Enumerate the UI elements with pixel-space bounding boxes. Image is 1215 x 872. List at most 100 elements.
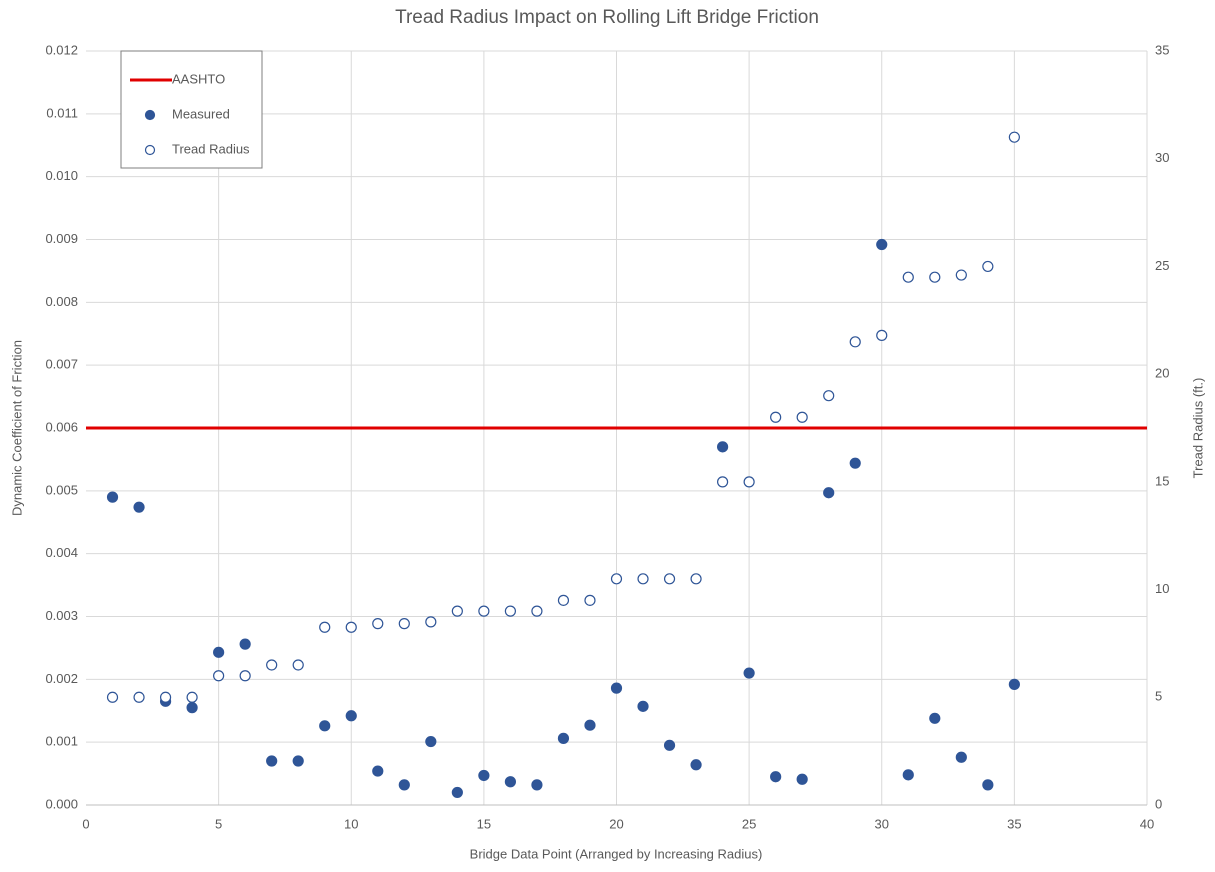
point (982, 260, 994, 273)
legend-swatch (144, 109, 156, 121)
x-axis-label: Bridge Data Point (Arranged by Increasin… (470, 846, 763, 861)
point (372, 618, 384, 630)
x-tick-label: 10 (344, 816, 358, 831)
point (292, 755, 304, 767)
point (637, 573, 649, 585)
point (637, 700, 649, 712)
point (770, 411, 782, 423)
point (478, 605, 490, 617)
point (1008, 131, 1020, 143)
y-axis-label: Dynamic Coefficient of Friction (9, 340, 24, 516)
point (663, 739, 676, 751)
point (266, 755, 278, 767)
x-tick-label: 40 (1140, 816, 1154, 831)
point (531, 779, 543, 791)
point (106, 691, 119, 703)
point (319, 720, 331, 732)
point (451, 786, 463, 799)
point (849, 336, 861, 348)
y-tick-label: 0.009 (45, 231, 78, 246)
point (239, 638, 251, 650)
point (716, 476, 729, 488)
point (345, 621, 357, 633)
point (213, 646, 225, 658)
y2-tick-label: 15 (1155, 473, 1169, 488)
point (929, 271, 941, 283)
point (823, 390, 835, 402)
point (398, 618, 410, 630)
point (133, 691, 145, 703)
y2-tick-label: 25 (1155, 258, 1169, 273)
point (849, 457, 861, 469)
point (186, 691, 198, 703)
point (690, 759, 702, 771)
point (663, 573, 676, 585)
x-tick-label: 35 (1007, 816, 1021, 831)
y-tick-label: 0.002 (45, 671, 78, 686)
y-tick-label: 0.006 (45, 419, 78, 434)
point (557, 594, 570, 606)
point (902, 769, 914, 781)
y-tick-label: 0.005 (45, 482, 78, 497)
legend-label: Tread Radius (172, 141, 250, 156)
point (610, 573, 623, 585)
y-tick-label: 0.010 (45, 168, 78, 183)
point (796, 411, 808, 423)
point (451, 605, 463, 617)
y-tick-label: 0.007 (45, 357, 78, 372)
y2-tick-label: 5 (1155, 689, 1162, 704)
y2-tick-label: 10 (1155, 581, 1169, 596)
point (610, 682, 623, 694)
x-tick-label: 30 (875, 816, 889, 831)
point (106, 491, 119, 503)
point (239, 670, 251, 682)
point (425, 735, 437, 748)
point (929, 712, 941, 724)
legend-label: Measured (172, 106, 230, 121)
point (743, 476, 755, 488)
x-tick-label: 20 (609, 816, 623, 831)
y2-tick-label: 20 (1155, 366, 1169, 381)
x-tick-label: 5 (215, 816, 222, 831)
point (319, 621, 331, 633)
y-tick-label: 0.012 (45, 42, 78, 57)
point (743, 667, 755, 679)
point (425, 616, 437, 628)
point (796, 773, 808, 785)
y2-tick-label: 30 (1155, 150, 1169, 165)
y-tick-label: 0.011 (46, 105, 78, 120)
legend-label: AASHTO (172, 71, 225, 86)
point (982, 779, 994, 791)
point (955, 269, 967, 281)
y-tick-label: 0.004 (45, 545, 78, 560)
point (531, 605, 543, 617)
point (823, 487, 835, 499)
point (213, 670, 225, 682)
point (690, 573, 702, 585)
point (584, 594, 596, 606)
point (504, 605, 516, 617)
point (159, 691, 172, 703)
chart-title: Tread Radius Impact on Rolling Lift Brid… (395, 7, 819, 28)
point (478, 769, 490, 782)
point (584, 719, 596, 731)
x-tick-label: 25 (742, 816, 756, 831)
point (876, 238, 888, 251)
point (186, 702, 198, 714)
point (1008, 678, 1020, 690)
x-tick-label: 15 (477, 816, 491, 831)
point (292, 659, 304, 671)
point (504, 776, 516, 788)
y2-axis-label: Tread Radius (ft.) (1190, 378, 1205, 479)
point (133, 501, 145, 513)
point (876, 329, 888, 341)
y2-tick-label: 0 (1155, 796, 1162, 811)
legend-swatch (144, 144, 156, 156)
point (770, 771, 782, 783)
x-tick-label: 0 (82, 816, 89, 831)
point (398, 779, 410, 791)
point (955, 751, 967, 763)
point (716, 441, 729, 453)
point (902, 271, 914, 283)
